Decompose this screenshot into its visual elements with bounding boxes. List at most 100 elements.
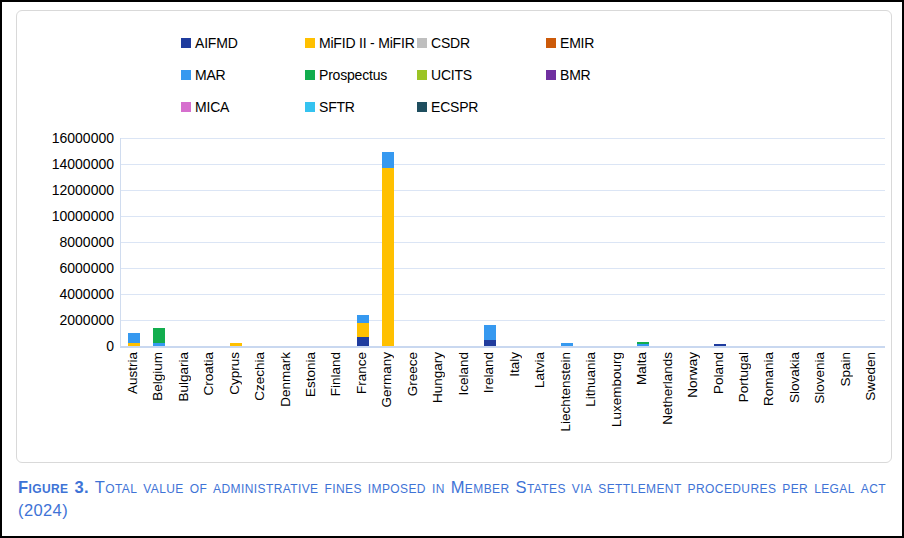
x-label-slot: Portugal xyxy=(731,352,756,464)
bar-slot-liechtenstein xyxy=(554,138,579,346)
x-label-slot: Poland xyxy=(706,352,731,464)
x-label-slot: Bulgaria xyxy=(171,352,196,464)
y-tick-label: 12000000 xyxy=(17,182,114,198)
x-label-slot: Slovenia xyxy=(808,352,833,464)
bar-slot-lithuania xyxy=(579,138,604,346)
x-axis-label: Portugal xyxy=(737,352,751,402)
legend-label: MICA xyxy=(195,99,229,115)
x-axis-label: Germany xyxy=(380,352,394,408)
x-axis-label: Czechia xyxy=(253,352,267,401)
bar-slot-czechia xyxy=(248,138,273,346)
x-axis-label: Slovenia xyxy=(813,352,827,404)
x-axis-label: Iceland xyxy=(457,352,471,396)
y-axis-labels: 1600000014000000120000001000000080000006… xyxy=(17,11,114,462)
x-axis-label: Liechtenstein xyxy=(559,352,573,432)
legend-swatch-icon xyxy=(305,102,315,112)
stacked-bar xyxy=(153,328,165,346)
bar-segment xyxy=(382,152,394,168)
legend-swatch-icon xyxy=(181,102,191,112)
x-label-slot: Belgium xyxy=(145,352,170,464)
legend-item-mifid-ii-mifir: MiFID II - MiFIR xyxy=(305,34,417,52)
figure-caption-label: Figure 3. xyxy=(18,478,89,496)
y-tick-label: 16000000 xyxy=(17,130,114,146)
legend-label: MAR xyxy=(195,67,226,83)
x-axis-label: Finland xyxy=(329,352,343,396)
bar-segment xyxy=(153,328,165,343)
figure-caption-text: Total value of administrative fines impo… xyxy=(18,478,886,519)
legend-label: MiFID II - MiFIR xyxy=(319,35,415,51)
x-label-slot: Luxembourg xyxy=(604,352,629,464)
bar-slot-italy xyxy=(503,138,528,346)
bar-segment xyxy=(484,325,496,341)
x-axis-label: Belgium xyxy=(151,352,165,401)
legend-label: ECSPR xyxy=(431,99,478,115)
x-label-slot: Czechia xyxy=(247,352,272,464)
bar-slot-norway xyxy=(681,138,706,346)
bar-slot-germany xyxy=(376,138,401,346)
bar-slot-cyprus xyxy=(223,138,248,346)
bar-segment xyxy=(357,323,369,337)
bar-slot-austria xyxy=(121,138,146,346)
bar-slot-croatia xyxy=(197,138,222,346)
x-label-slot: Spain xyxy=(833,352,858,464)
figure-caption: Figure 3. Total value of administrative … xyxy=(18,476,886,522)
x-axis-label: Bulgaria xyxy=(177,352,191,402)
x-label-slot: Romania xyxy=(757,352,782,464)
bar-slot-netherlands xyxy=(656,138,681,346)
x-label-slot: Italy xyxy=(502,352,527,464)
legend-swatch-icon xyxy=(305,38,315,48)
legend-swatch-icon xyxy=(417,70,427,80)
x-label-slot: Netherlands xyxy=(655,352,680,464)
y-tick-label: 14000000 xyxy=(17,156,114,172)
legend-swatch-icon xyxy=(181,38,191,48)
bar-segment xyxy=(128,343,140,346)
legend-label: SFTR xyxy=(319,99,355,115)
bar-slot-malta xyxy=(630,138,655,346)
legend-item-bmr: BMR xyxy=(546,66,594,84)
x-axis-label: Greece xyxy=(406,352,420,396)
x-axis-label: Norway xyxy=(686,352,700,398)
chart-legend: AIFMD MiFID II - MiFIR CSDR EMIR MAR Prospect… xyxy=(181,34,594,116)
legend-item-sftr: SFTR xyxy=(305,98,417,116)
stacked-bar xyxy=(561,343,573,346)
legend-item-aifmd: AIFMD xyxy=(181,34,305,52)
x-axis-label: Austria xyxy=(126,352,140,394)
stacked-bar xyxy=(484,325,496,346)
x-axis-labels: AustriaBelgiumBulgariaCroatiaCyprusCzech… xyxy=(120,352,884,464)
bar-slot-ireland xyxy=(478,138,503,346)
x-label-slot: Lithuania xyxy=(578,352,603,464)
stacked-bar xyxy=(128,333,140,346)
figure-page: AIFMD MiFID II - MiFIR CSDR EMIR MAR Prospect… xyxy=(0,0,904,538)
x-label-slot: Malta xyxy=(629,352,654,464)
bar-slot-greece xyxy=(401,138,426,346)
x-axis-label: Spain xyxy=(839,352,853,387)
bar-slot-luxembourg xyxy=(605,138,630,346)
x-axis-label: Hungary xyxy=(431,352,445,403)
legend-item-ecspr: ECSPR xyxy=(417,98,546,116)
x-label-slot: Norway xyxy=(680,352,705,464)
legend-item-csdr: CSDR xyxy=(417,34,546,52)
bar-segment xyxy=(357,337,369,346)
x-label-slot: Latvia xyxy=(528,352,553,464)
legend-label: EMIR xyxy=(560,35,594,51)
legend-label: Prospectus xyxy=(319,67,387,83)
y-tick-label: 0 xyxy=(17,338,114,354)
x-axis-label: Italy xyxy=(508,352,522,377)
legend-label: CSDR xyxy=(431,35,470,51)
bar-slot-iceland xyxy=(452,138,477,346)
bar-slot-latvia xyxy=(529,138,554,346)
bar-segment xyxy=(357,315,369,323)
legend-item-ucits: UCITS xyxy=(417,66,546,84)
stacked-bar xyxy=(714,344,726,346)
legend-swatch-icon xyxy=(417,38,427,48)
bars-container xyxy=(121,138,885,346)
stacked-bar xyxy=(637,342,649,346)
x-label-slot: Denmark xyxy=(273,352,298,464)
legend-item-emir: EMIR xyxy=(546,34,594,52)
legend-item-mar: MAR xyxy=(181,66,305,84)
x-label-slot: Austria xyxy=(120,352,145,464)
bar-slot-bulgaria xyxy=(172,138,197,346)
bar-segment xyxy=(637,344,649,346)
x-axis-label: Estonia xyxy=(304,352,318,397)
x-label-slot: Croatia xyxy=(196,352,221,464)
